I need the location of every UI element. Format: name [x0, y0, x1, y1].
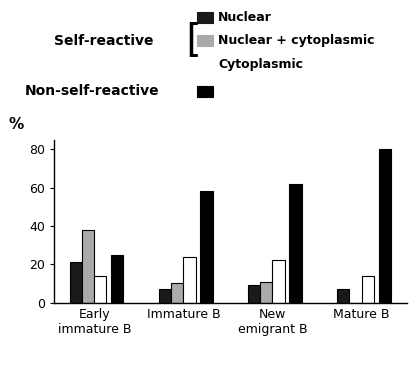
- Bar: [111, 255, 123, 303]
- Bar: [94, 276, 106, 303]
- Bar: [260, 282, 272, 303]
- Text: Non-self-reactive: Non-self-reactive: [25, 84, 159, 98]
- Bar: [289, 184, 302, 303]
- Bar: [171, 284, 183, 303]
- Text: Nuclear + cytoplasmic: Nuclear + cytoplasmic: [218, 34, 374, 47]
- Bar: [337, 289, 349, 303]
- Text: Nuclear: Nuclear: [218, 11, 272, 24]
- Bar: [378, 149, 391, 303]
- Bar: [70, 262, 82, 303]
- Text: Cytoplasmic: Cytoplasmic: [218, 57, 303, 71]
- Text: Self-reactive: Self-reactive: [54, 34, 154, 48]
- Bar: [248, 286, 260, 303]
- Text: [: [: [181, 22, 204, 60]
- Bar: [200, 191, 212, 303]
- Bar: [361, 276, 374, 303]
- Bar: [183, 256, 195, 303]
- Text: %: %: [8, 116, 23, 132]
- Bar: [82, 230, 94, 303]
- Bar: [272, 260, 285, 303]
- Bar: [159, 289, 171, 303]
